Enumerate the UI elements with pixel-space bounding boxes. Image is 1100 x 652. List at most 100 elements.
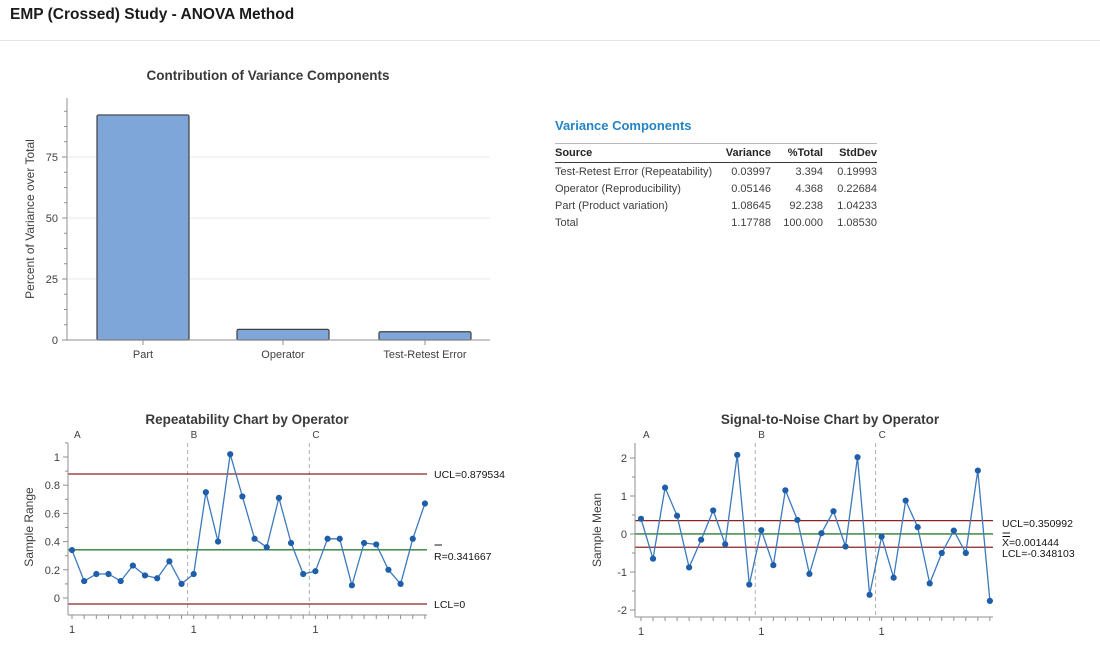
chart-title: Repeatability Chart by Operator: [145, 412, 349, 427]
data-point: [974, 467, 981, 474]
value-cell: 0.05146: [731, 182, 771, 195]
data-line: [640, 454, 991, 601]
data-point: [93, 570, 100, 578]
chart-title: Contribution of Variance Components: [146, 68, 389, 83]
y-tick-label: 0.4: [45, 537, 60, 549]
operator-label: C: [879, 430, 886, 441]
bar-test-retest-error: [378, 331, 472, 341]
source-cell: Part (Product variation): [555, 199, 669, 212]
data-point: [300, 570, 307, 578]
contribution-of-variance-chart: Contribution of Variance Components Perce…: [23, 68, 490, 361]
y-tick-label: 50: [46, 213, 58, 225]
value-cell: 1.08645: [731, 199, 771, 212]
data-point: [202, 489, 209, 496]
data-point: [950, 527, 957, 534]
page-title: EMP (Crossed) Study - ANOVA Method: [10, 6, 295, 23]
bar-part: [96, 114, 190, 341]
data-point: [251, 535, 258, 542]
data-point: [722, 541, 729, 548]
value-cell: 92.238: [789, 199, 823, 212]
data-point: [758, 527, 765, 534]
y-tick-label: -2: [617, 605, 627, 617]
limit-label: UCL=0.350992: [1002, 518, 1073, 530]
data-point: [938, 549, 945, 557]
data-point: [178, 580, 185, 587]
x-tick-label: 1: [638, 626, 644, 638]
data-point: [263, 544, 270, 551]
x-tick-label: 1: [69, 624, 75, 636]
data-point: [129, 562, 136, 569]
value-cell: 0.22684: [837, 182, 877, 195]
variance-components-table: Source Variance %Total StdDev Test-Retest E…: [555, 143, 877, 231]
limit-label: UCL=0.879534: [434, 469, 505, 481]
x-tick-label: 1: [312, 624, 318, 636]
operator-label: B: [758, 430, 765, 441]
y-axis-label: Percent of Variance over Total: [23, 139, 37, 299]
y-tick-label: 2: [621, 453, 627, 465]
limit-label: LCL=0: [434, 599, 465, 611]
category-label: Operator: [261, 349, 305, 361]
data-point: [926, 580, 933, 587]
operator-label: C: [312, 430, 319, 441]
data-point: [373, 541, 380, 548]
data-point: [902, 497, 909, 504]
column-header: StdDev: [823, 143, 877, 163]
x-tick-label: 1: [758, 626, 764, 638]
data-point: [986, 597, 993, 604]
data-point: [275, 494, 282, 501]
data-point: [770, 562, 777, 569]
data-point: [336, 535, 343, 542]
limit-label: R=0.341667: [434, 551, 492, 563]
data-point: [409, 535, 416, 542]
data-point: [397, 580, 404, 587]
data-point: [105, 570, 112, 578]
source-cell: Test-Retest Error (Repeatability): [555, 165, 713, 178]
y-tick-label: 0: [54, 593, 60, 605]
table-row: Test-Retest Error (Repeatability) 0.03997…: [555, 163, 877, 181]
operator-label: A: [643, 430, 650, 441]
data-point: [806, 570, 813, 577]
column-header: %Total: [771, 143, 823, 163]
table-row: Operator (Reproducibility) 0.05146 4.368 0.…: [555, 180, 877, 197]
table-header-row: Source Variance %Total StdDev: [555, 143, 877, 163]
y-tick-label: 0: [621, 529, 627, 541]
value-cell: 100.000: [783, 216, 823, 229]
y-tick-label: 0.2: [45, 565, 60, 577]
data-point: [287, 539, 295, 547]
y-axis-label: Sample Range: [22, 487, 36, 567]
data-point: [890, 574, 897, 581]
data-point: [866, 591, 873, 598]
table-row: Total 1.17788 100.000 1.08530: [555, 214, 877, 231]
y-tick-label: 0.6: [45, 508, 60, 520]
data-point: [746, 581, 753, 588]
column-header: Variance: [709, 143, 771, 163]
category-label: Part: [133, 349, 153, 361]
data-point: [385, 566, 392, 573]
data-point: [348, 582, 356, 589]
data-point: [360, 539, 368, 547]
value-cell: 1.08530: [837, 216, 877, 229]
source-cell: Total: [555, 216, 579, 229]
data-point: [166, 558, 173, 565]
data-point: [324, 535, 331, 542]
data-point: [686, 564, 693, 571]
data-point: [698, 536, 705, 543]
data-point: [239, 493, 246, 500]
repeatability-chart: Repeatability Chart by Operator Sample Ra…: [22, 412, 505, 636]
data-point: [962, 549, 969, 557]
y-axis-label: Sample Mean: [590, 493, 604, 567]
column-header: Source: [555, 143, 709, 163]
limit-label: LCL=-0.348103: [1002, 548, 1075, 560]
category-label: Test-Retest Error: [383, 349, 466, 361]
value-cell: 0.19993: [837, 165, 877, 178]
data-point: [818, 530, 825, 537]
x-tick-label: 1: [879, 626, 885, 638]
data-point: [878, 533, 885, 540]
y-tick-label: 25: [46, 274, 58, 286]
data-point: [421, 500, 429, 507]
y-tick-label: 0.8: [45, 480, 60, 492]
bar-operator: [236, 328, 330, 341]
data-point: [312, 568, 319, 575]
data-point: [117, 577, 124, 585]
